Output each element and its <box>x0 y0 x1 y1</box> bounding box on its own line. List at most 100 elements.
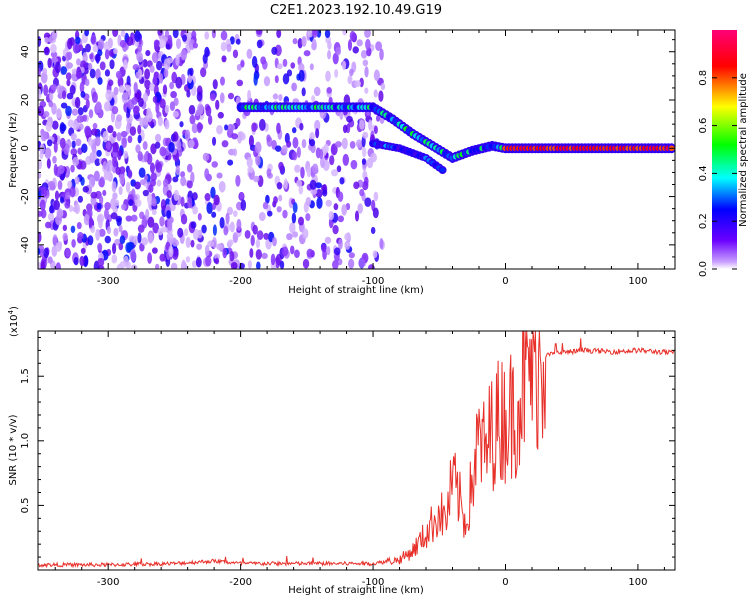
spectrogram-cell <box>113 86 119 96</box>
spectrogram-cell <box>69 186 76 198</box>
spectrogram-cell <box>215 99 220 110</box>
spectrogram-cell <box>158 38 166 49</box>
spectrogram-cell <box>76 222 82 230</box>
spectrogram-cell <box>135 144 141 154</box>
spectrogram-cell <box>254 141 262 154</box>
spectrogram-cell <box>299 122 304 131</box>
spectrogram-cell <box>172 176 179 183</box>
spectrogram-cell <box>240 60 245 68</box>
spectrogram-cell <box>217 111 224 119</box>
spectrogram-cell <box>289 222 296 234</box>
spectrogram-cell <box>276 122 281 134</box>
spectrogram-cell <box>43 84 49 97</box>
spectrogram-cell <box>111 142 119 153</box>
spectrogram-track-cell <box>439 167 446 173</box>
spectrogram-cell <box>207 114 213 126</box>
spectrogram-cell <box>67 180 73 189</box>
spectrogram-cell <box>149 82 155 92</box>
spectrogram-cell <box>291 127 297 134</box>
spectrogram-cell <box>276 63 283 70</box>
spectrogram-cell <box>92 44 99 53</box>
spectrogram-cell <box>185 256 191 263</box>
spectrogram-cell <box>162 84 168 95</box>
spectrogram-cell <box>69 37 75 46</box>
snr-x-axis-label: Height of straight line (km) <box>288 585 424 596</box>
spectrogram-cell <box>39 248 44 258</box>
spectrogram-cell <box>220 30 228 41</box>
spectrogram-cell <box>166 232 174 241</box>
snr-series-line <box>38 331 675 569</box>
spectrogram-cell <box>190 171 195 184</box>
spectrogram-cell <box>221 140 229 148</box>
spectrogram-cell <box>117 150 122 161</box>
spectrogram-cell <box>315 188 323 198</box>
spectrogram-cell <box>112 192 118 200</box>
spectrogram-cell <box>247 260 252 269</box>
spectrogram-cell <box>145 50 151 57</box>
spectrogram-cell <box>294 164 301 173</box>
spectrogram-cell <box>90 191 98 199</box>
spectrogram-cell <box>38 159 43 170</box>
svg-text:(x104): (x104) <box>7 306 20 337</box>
spectrogram-cell <box>40 71 48 84</box>
spectrogram-cell <box>175 38 182 50</box>
spectrogram-cell <box>256 30 263 35</box>
spectrogram-cell <box>227 159 234 166</box>
spectrogram-cell <box>157 227 164 236</box>
spectrogram-cell <box>77 107 84 116</box>
spectrogram-cell <box>298 69 305 82</box>
spectrogram-cell <box>146 193 153 205</box>
y-tick-label: 40 <box>20 45 31 58</box>
spectrogram-cell <box>211 30 217 39</box>
spectrogram-cell <box>74 96 81 109</box>
spectrogram-cell <box>309 179 317 190</box>
spectrogram-cell <box>159 98 166 109</box>
spectrogram-cell <box>190 221 197 229</box>
spectrogram-cell <box>87 62 93 71</box>
spectrogram-cell <box>87 235 94 246</box>
spectrogram-cell <box>331 169 338 177</box>
spectrogram-cell <box>183 228 189 237</box>
spectrogram-cell <box>104 208 109 220</box>
spectrogram-cell <box>84 30 90 37</box>
spectrogram-cell <box>137 134 142 144</box>
x-tick-label: 100 <box>628 276 647 287</box>
spectrogram-cell <box>364 87 369 94</box>
spectrogram-cell <box>38 231 42 243</box>
snr-multiplier-base: (x10 <box>9 314 20 337</box>
spectrogram-cell <box>40 130 48 142</box>
x-tick-label: 0 <box>502 276 508 287</box>
spectrogram-cell <box>62 55 67 62</box>
spectrogram-cell <box>91 91 98 104</box>
y-tick-label: -20 <box>20 188 31 204</box>
snr-multiplier-suffix: ) <box>9 306 20 310</box>
spectrogram-cell <box>309 139 316 147</box>
spectrogram-cell <box>99 61 106 71</box>
spectrogram-cell <box>172 247 179 260</box>
spectrogram-cell <box>123 150 129 159</box>
spectrogram-cell <box>69 84 76 95</box>
spectrogram-cell <box>75 138 82 147</box>
spectrogram-cell <box>373 69 380 82</box>
spectrogram-cell <box>126 75 131 86</box>
spectrogram-cell <box>218 180 226 193</box>
spectrogram-cell <box>45 221 52 229</box>
spectrogram-cell <box>223 225 229 236</box>
x-tick-label: -200 <box>229 577 252 588</box>
spectrogram-cell <box>219 92 225 104</box>
spectrogram-cell <box>76 114 84 124</box>
y-tick-label: 1.5 <box>20 368 31 384</box>
spectrogram-cell <box>38 36 42 47</box>
spectrogram-cell <box>65 105 72 117</box>
spectrogram-cell <box>163 68 169 78</box>
chart-title: C2E1.2023.192.10.49.G19 <box>270 3 442 18</box>
spectrogram-cell <box>47 256 53 264</box>
spectrogram-cell <box>110 212 118 220</box>
spectrogram-cell <box>60 123 67 132</box>
spectrogram-cell <box>292 151 298 161</box>
spectrogram-cell <box>349 141 356 149</box>
spectrogram-cell <box>116 263 124 269</box>
spectrogram-cell <box>119 173 125 186</box>
spectrogram-cell <box>68 205 74 212</box>
